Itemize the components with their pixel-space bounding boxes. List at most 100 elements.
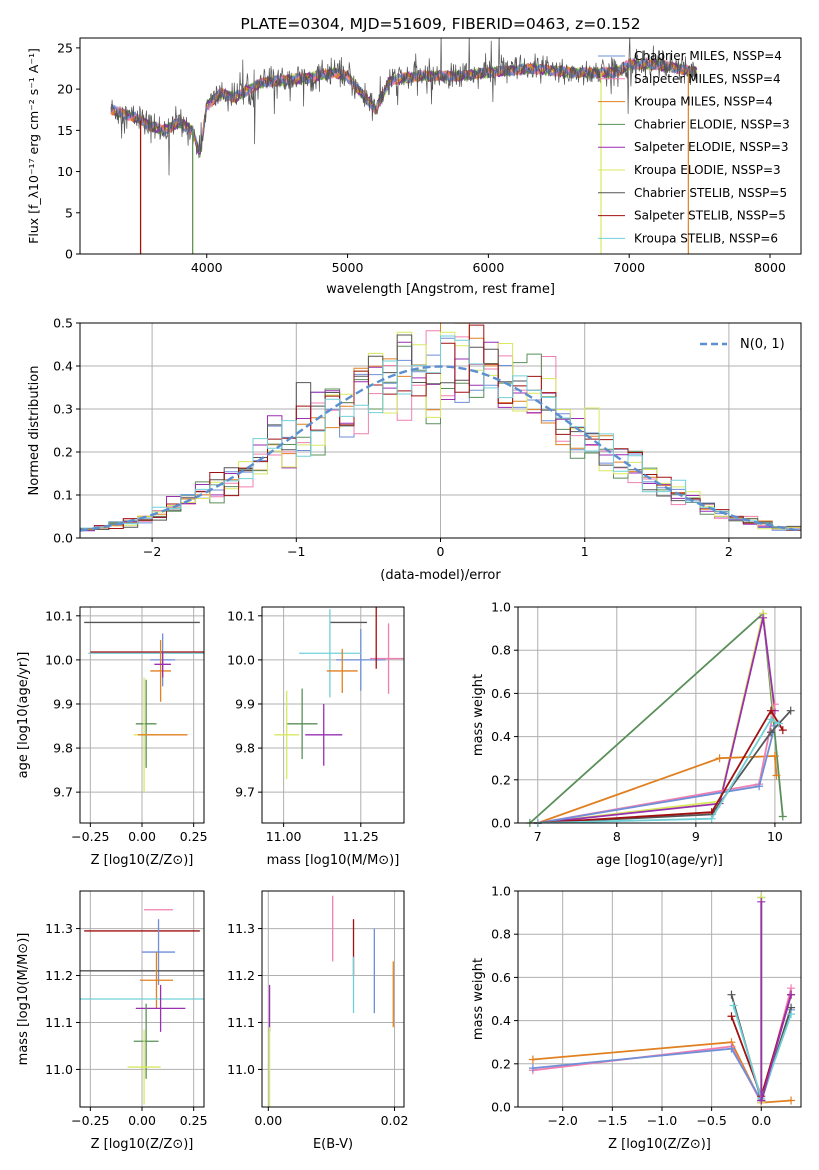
residuals-xtick-label: −1: [287, 544, 305, 559]
mass_ebv-xtick-label: 0.02: [381, 1113, 409, 1128]
weight-marker-kroupa_stelib: [774, 719, 783, 728]
weight-marker-salpeter_stelib: [727, 1012, 736, 1021]
normal-curve: [80, 365, 801, 532]
spectrum-xtick-label: 7000: [613, 260, 645, 275]
weight_age-xtick-label: 9: [692, 829, 700, 844]
weight-line-salpeter_elodie: [760, 901, 792, 1101]
spectrum-xtick-label: 5000: [332, 260, 364, 275]
residuals-xtick-label: 0: [437, 544, 445, 559]
age_z-ytick-label: 10.1: [45, 608, 73, 623]
spectrum-legend: Chabrier MILES, NSSP=4 Salpeter MILES, NS…: [598, 49, 790, 245]
weight-marker-kroupa_miles: [528, 1055, 537, 1064]
weight-marker-chabrier_stelib: [766, 728, 775, 737]
spectrum-ylabel: Flux [f_λ10⁻¹⁷ erg cm⁻² s⁻¹ A⁻¹]: [26, 48, 41, 244]
legend-label: Chabrier MILES, NSSP=4: [634, 49, 782, 63]
weight_age-ytick-label: 0.6: [491, 686, 511, 701]
residuals-ytick-label: 0.5: [53, 316, 73, 331]
spectrum-data-line: [110, 38, 698, 176]
weight-line-kroupa_miles: [537, 755, 778, 823]
weight-marker-kroupa_miles: [770, 752, 779, 761]
residuals-border: [79, 322, 802, 539]
legend-label: Salpeter MILES, NSSP=4: [634, 72, 781, 86]
spectrum-ytick-label: 0: [65, 247, 73, 262]
age_mass-ytick-label: 9.7: [235, 785, 255, 800]
spectrum-ytick-label: 5: [65, 205, 73, 220]
age_z-ytick-label: 9.7: [53, 785, 73, 800]
weight_age-xtick-label: 7: [534, 829, 542, 844]
spectrum-axes: 4000 5000 6000 7000 8000 0 5 10 15 20 25: [57, 40, 786, 275]
weight_z-xtick-label: −2.0: [548, 1113, 578, 1128]
legend-label: Chabrier STELIB, NSSP=5: [634, 186, 787, 200]
spectrum-xtick-label: 6000: [472, 260, 504, 275]
weight_age-ytick-label: 1.0: [491, 600, 511, 615]
spectrum-border: [79, 37, 802, 255]
residuals-xtick-label: 1: [581, 544, 589, 559]
spectrum-ytick-label: 10: [57, 164, 73, 179]
weight_z-xlabel: Z [log10(Z/Z⊙)]: [608, 1137, 711, 1152]
weight-line-chabrier_elodie: [529, 611, 784, 823]
weight-marker-salpeter_stelib: [766, 706, 775, 715]
weight-marker-kroupa_miles: [772, 771, 781, 780]
spectrum-xtick-label: 8000: [754, 260, 786, 275]
age_z-ytick-label: 9.8: [53, 741, 73, 756]
age_z-xtick-label: 0.00: [128, 829, 156, 844]
weight_age-ylabel: mass weight: [471, 674, 486, 756]
weight_age-ytick-label: 0.4: [491, 729, 511, 744]
weight_z-xtick-label: −1.5: [597, 1113, 627, 1128]
weight-line-kroupa_stelib: [537, 718, 780, 823]
residuals-xtick-label: −2: [143, 544, 161, 559]
age_z-xtick-label: 0.25: [180, 829, 208, 844]
age_mass-ytick-label: 10.1: [227, 608, 255, 623]
age_mass-ytick-label: 10.0: [227, 652, 255, 667]
weight_z-ylabel: mass weight: [471, 958, 486, 1040]
legend-label: Chabrier ELODIE, NSSP=3: [634, 117, 790, 131]
age_z-xlabel: Z [log10(Z/Z⊙)]: [91, 853, 194, 868]
residuals-axes: −2 −1 0 1 2 0.0 0.1 0.2 0.3 0.4 0.5: [53, 316, 801, 559]
residuals-ytick-label: 0.4: [53, 359, 73, 374]
spectrum-xlabel: wavelength [Angstrom, rest frame]: [326, 282, 555, 297]
age_mass-border: [261, 606, 405, 824]
legend-label: Kroupa MILES, NSSP=4: [634, 95, 773, 109]
weight-marker-salpeter_elodie: [757, 897, 766, 906]
age_mass-ytick-label: 9.9: [235, 696, 255, 711]
spectrum-xtick-label: 4000: [191, 260, 223, 275]
age_mass-ytick-label: 9.8: [235, 741, 255, 756]
mass_z-ytick-label: 11.0: [45, 1062, 73, 1077]
weight-marker-kroupa_stelib: [787, 1010, 796, 1019]
mass_z-axes: −0.25 0.00 0.25 11.0 11.1 11.2 11.3: [45, 891, 208, 1128]
legend-label: Kroupa ELODIE, NSSP=3: [634, 163, 781, 177]
weight_age-axes: 7 8 9 10 0.0 0.2 0.4 0.6 0.8 1.0: [491, 600, 801, 844]
weight_z-xtick-label: −0.5: [696, 1113, 726, 1128]
weight-marker-chabrier_miles: [727, 1044, 736, 1053]
weight-marker-chabrier_elodie: [778, 812, 787, 821]
weight_z-border: [517, 890, 802, 1108]
spectrum-ytick-label: 20: [57, 82, 73, 97]
weight_z-ytick-label: 0.6: [491, 970, 511, 985]
mass_z-border: [79, 890, 205, 1108]
weight_z-ytick-label: 0.4: [491, 1013, 511, 1028]
mass_ebv-ytick-label: 11.3: [227, 921, 255, 936]
histogram-kroupa_stelib: [80, 335, 801, 531]
legend-label: N(0, 1): [740, 337, 785, 352]
mass_ebv-axes: 0.00 0.02 11.0 11.1 11.2 11.3: [227, 891, 408, 1128]
mass_z-ylabel: mass [log10(M/M⊙)]: [16, 933, 31, 1066]
weight-marker-kroupa_stelib: [766, 715, 775, 724]
weight_z-ytick-label: 0.8: [491, 927, 511, 942]
age_z-axes: −0.25 0.00 0.25 9.7 9.8 9.9 10.0 10.1: [45, 607, 208, 844]
mass_ebv-xtick-label: 0.00: [254, 1113, 282, 1128]
weight_age-ytick-label: 0.0: [491, 816, 511, 831]
weight-marker-kroupa_miles: [715, 754, 724, 763]
age_z-ytick-label: 9.9: [53, 696, 73, 711]
mass_z-xlabel: Z [log10(Z/Z⊙)]: [91, 1137, 194, 1152]
weight_z-xtick-label: −1.0: [647, 1113, 677, 1128]
residuals-xlabel: (data-model)/error: [380, 568, 501, 583]
weight-marker-salpeter_elodie: [759, 613, 768, 622]
weight_age-ytick-label: 0.8: [491, 643, 511, 658]
weight_age-ytick-label: 0.2: [491, 772, 511, 787]
age_mass-xtick-label: 11.25: [343, 829, 379, 844]
weight_age-xlabel: age [log10(age/yr)]: [596, 853, 723, 868]
mass_z-ytick-label: 11.2: [45, 968, 73, 983]
weight-line-salpeter_stelib: [537, 708, 784, 823]
weight-marker-kroupa_stelib: [729, 1001, 738, 1010]
mass_z-xtick-label: −0.25: [71, 1113, 109, 1128]
